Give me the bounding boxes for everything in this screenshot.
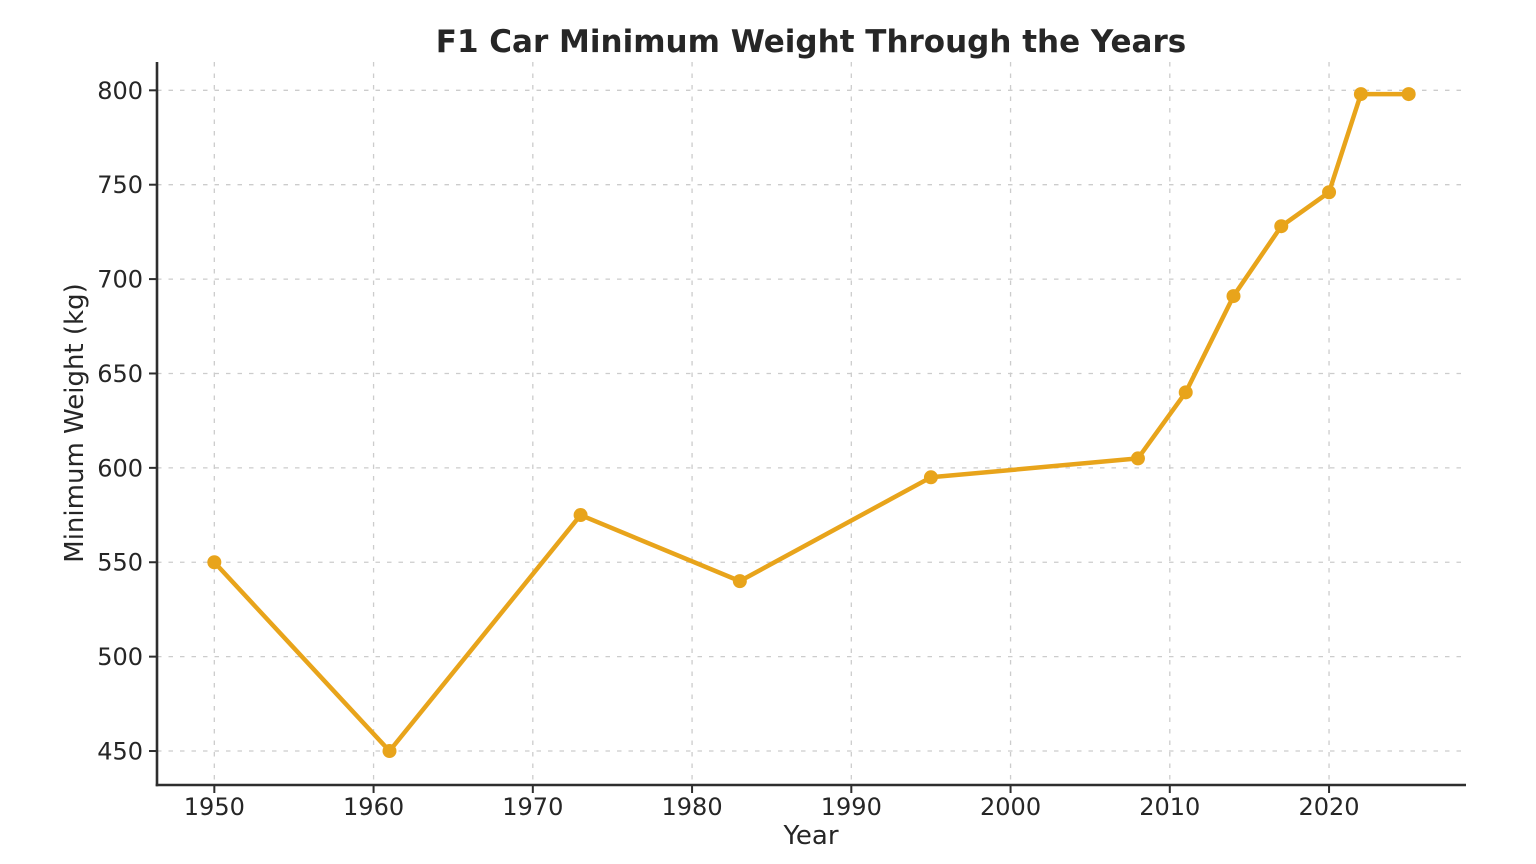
x-tick-label: 1970 [502, 793, 563, 821]
data-point [1130, 451, 1145, 466]
y-tick-label: 550 [97, 549, 143, 577]
y-axis-label: Minimum Weight (kg) [60, 283, 90, 562]
y-tick-label: 500 [97, 643, 143, 671]
data-points [207, 87, 1416, 759]
chart-title: F1 Car Minimum Weight Through the Years [436, 24, 1186, 60]
y-gridlines [157, 89, 1466, 752]
x-tick-label: 1980 [662, 793, 723, 821]
data-point [207, 555, 222, 570]
data-point [1322, 185, 1337, 200]
y-tick-label: 800 [97, 77, 143, 105]
x-axis-ticks: 1950 1960 1970 1980 1990 2000 2010 2020 [184, 785, 1360, 821]
x-tick-label: 1990 [821, 793, 882, 821]
x-gridlines [213, 62, 1330, 785]
data-point [1274, 219, 1289, 234]
x-tick-label: 2010 [1139, 793, 1200, 821]
data-point [1178, 385, 1193, 400]
x-tick-label: 2020 [1299, 793, 1360, 821]
y-tick-label: 700 [97, 266, 143, 294]
data-point [1401, 87, 1416, 102]
data-point [382, 744, 397, 759]
x-tick-label: 1950 [184, 793, 245, 821]
y-tick-label: 450 [97, 738, 143, 766]
data-point [573, 508, 588, 523]
x-axis-label: Year [782, 821, 838, 851]
y-tick-label: 600 [97, 454, 143, 482]
data-point [732, 574, 747, 589]
data-point [923, 470, 938, 485]
data-series [207, 87, 1416, 759]
y-tick-label: 750 [97, 171, 143, 199]
data-point [1226, 289, 1241, 304]
y-tick-label: 650 [97, 360, 143, 388]
x-tick-label: 2000 [980, 793, 1041, 821]
y-axis-ticks: 450 500 550 600 650 700 750 800 [97, 77, 157, 766]
data-point [1353, 87, 1368, 102]
axes-spines [155, 62, 1466, 787]
data-line [212, 91, 1411, 754]
x-tick-label: 1960 [343, 793, 404, 821]
